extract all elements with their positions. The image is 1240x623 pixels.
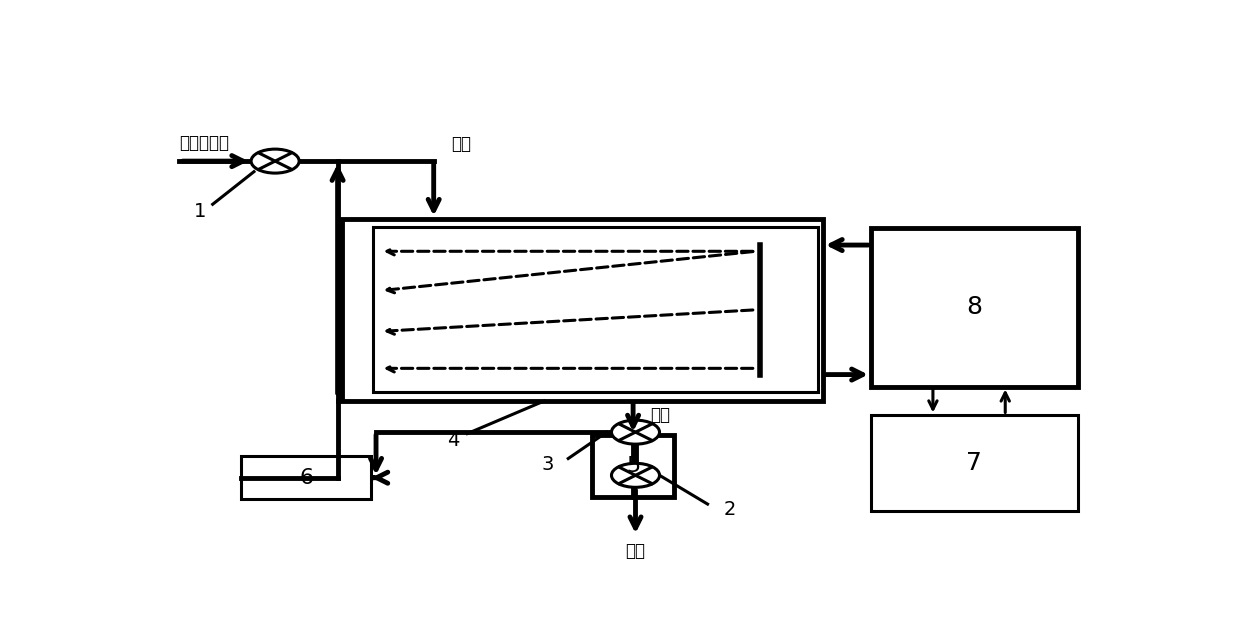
Bar <box>242 456 371 499</box>
Text: 4: 4 <box>446 430 459 450</box>
Circle shape <box>611 420 660 444</box>
Text: 5: 5 <box>626 455 640 476</box>
Bar <box>342 219 823 401</box>
Text: 外界: 外界 <box>625 543 646 561</box>
Bar <box>870 228 1078 386</box>
Bar <box>593 435 675 497</box>
Text: 3: 3 <box>542 455 554 474</box>
Text: 8: 8 <box>966 295 982 320</box>
Text: 污染源废气: 污染源废气 <box>179 134 229 152</box>
Text: 排气: 排气 <box>651 406 671 424</box>
Text: 6: 6 <box>299 468 314 488</box>
Text: 2: 2 <box>724 500 737 520</box>
Text: 1: 1 <box>193 202 206 221</box>
Bar <box>870 416 1078 511</box>
Text: 进气: 进气 <box>451 135 471 153</box>
Text: 7: 7 <box>966 451 982 475</box>
Bar <box>373 227 818 392</box>
Circle shape <box>611 464 660 487</box>
Circle shape <box>250 149 299 173</box>
